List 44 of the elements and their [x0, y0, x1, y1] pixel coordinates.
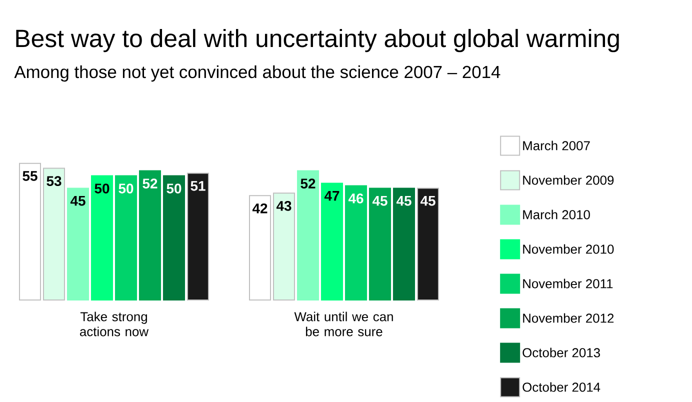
legend-label: November 2011	[523, 278, 613, 288]
bar	[67, 188, 90, 300]
bar	[249, 195, 272, 300]
data-label: 45	[70, 196, 86, 206]
legend-label: March 2010	[523, 210, 590, 220]
data-label: 52	[142, 178, 158, 188]
legend-label: October 2014	[522, 382, 600, 392]
data-label: 45	[396, 196, 412, 206]
chart-subtitle: Among those not yet convinced about the science 2007 – 2014	[14, 65, 500, 82]
data-label: 45	[372, 196, 388, 206]
data-label: 43	[276, 200, 292, 211]
legend-label: November 2010	[523, 244, 614, 254]
data-label: 55	[22, 171, 38, 181]
data-label: 47	[324, 191, 340, 201]
chart-title: Best way to deal with uncertainty about global warming	[16, 28, 619, 52]
bar	[273, 192, 296, 300]
data-label: 52	[300, 178, 316, 188]
data-label: 45	[420, 196, 436, 206]
bar	[19, 162, 42, 300]
bar	[369, 188, 392, 300]
x-tick-label: Wait until we can be more sure	[294, 312, 393, 336]
bar	[297, 170, 320, 300]
legend-label: March 2007	[523, 140, 590, 150]
data-label: 51	[190, 181, 206, 191]
bar	[139, 170, 162, 300]
data-label: 50	[118, 184, 134, 194]
legend-label: October 2013	[522, 348, 600, 358]
bar	[345, 185, 368, 300]
data-label: 46	[348, 194, 364, 204]
data-label: 50	[166, 184, 182, 194]
bar	[417, 188, 440, 300]
bar	[187, 172, 210, 300]
bar	[393, 188, 416, 300]
bar	[115, 175, 138, 300]
bar	[91, 175, 114, 300]
data-label: 50	[94, 184, 110, 194]
x-tick-label: Take strong actions now	[80, 312, 149, 336]
bar	[163, 175, 186, 300]
bar	[321, 182, 344, 300]
bar	[43, 168, 66, 300]
legend-label: November 2012	[523, 313, 614, 323]
legend-label: November 2009	[523, 175, 614, 185]
data-label: 53	[46, 176, 62, 186]
data-label: 42	[252, 203, 268, 214]
